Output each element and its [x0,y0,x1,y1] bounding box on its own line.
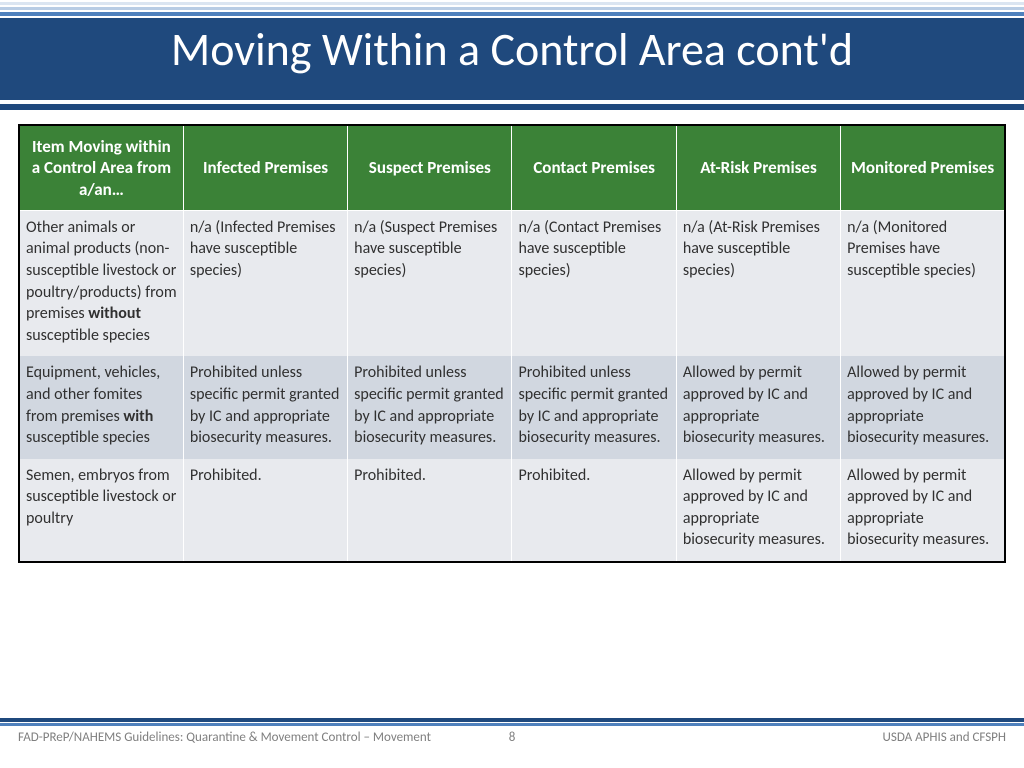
footer: FAD-PReP/NAHEMS Guidelines: Quarantine &… [0,718,1024,748]
footer-text: FAD-PReP/NAHEMS Guidelines: Quarantine &… [0,726,1024,745]
footer-right: USDA APHIS and CFSPH [542,730,1006,745]
footer-stripe [0,718,1024,726]
cell: Prohibited. [183,459,347,562]
item-post: susceptible species [26,428,150,447]
cell: Prohibited unless specific permit grante… [348,356,512,458]
col-monitored: Monitored Premises [841,125,1005,210]
cell: Prohibited unless specific permit grante… [183,356,347,458]
cell: Allowed by permit approved by IC and app… [841,356,1005,458]
item-bold: with [123,407,153,426]
cell: Allowed by permit approved by IC and app… [841,459,1005,562]
footer-page: 8 [482,730,542,745]
footer-left: FAD-PReP/NAHEMS Guidelines: Quarantine &… [18,730,482,745]
row-item: Equipment, vehicles, and other fomites f… [19,356,183,458]
table-header-row: Item Moving within a Control Area from a… [19,125,1005,210]
cell: n/a (Suspect Premises have susceptible s… [348,210,512,356]
header-band: Moving Within a Control Area cont'd [0,0,1024,110]
cell: Allowed by permit approved by IC and app… [676,356,840,458]
table-row: Other animals or animal products (non-su… [19,210,1005,356]
col-infected: Infected Premises [183,125,347,210]
item-bold: without [88,304,141,323]
page-title: Moving Within a Control Area cont'd [0,22,1024,78]
table-row: Equipment, vehicles, and other fomites f… [19,356,1005,458]
cell: Allowed by permit approved by IC and app… [676,459,840,562]
movement-table: Item Moving within a Control Area from a… [18,124,1006,563]
col-contact: Contact Premises [512,125,676,210]
cell: n/a (Infected Premises have susceptible … [183,210,347,356]
item-pre: Semen, embryos from susceptible livestoc… [26,466,176,528]
item-post: susceptible species [26,326,150,345]
row-item: Other animals or animal products (non-su… [19,210,183,356]
cell: Prohibited. [512,459,676,562]
col-suspect: Suspect Premises [348,125,512,210]
row-item: Semen, embryos from susceptible livestoc… [19,459,183,562]
cell: n/a (Contact Premises have susceptible s… [512,210,676,356]
col-item: Item Moving within a Control Area from a… [19,125,183,210]
cell: n/a (Monitored Premises have susceptible… [841,210,1005,356]
cell: Prohibited. [348,459,512,562]
content: Item Moving within a Control Area from a… [0,110,1024,563]
col-atrisk: At-Risk Premises [676,125,840,210]
cell: n/a (At-Risk Premises have susceptible s… [676,210,840,356]
table-row: Semen, embryos from susceptible livestoc… [19,459,1005,562]
cell: Prohibited unless specific permit grante… [512,356,676,458]
